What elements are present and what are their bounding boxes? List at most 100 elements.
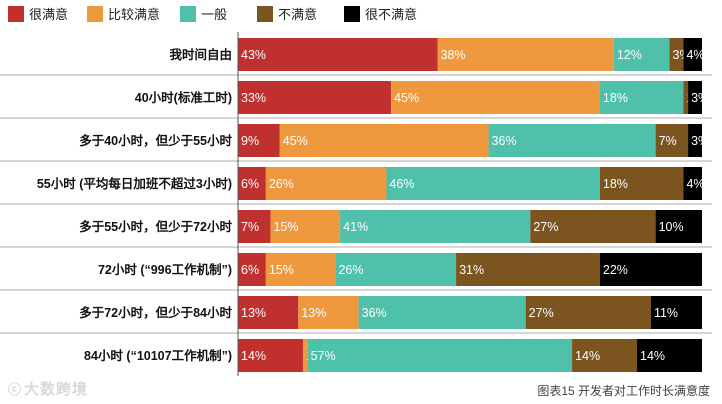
data-label: 10% [659,220,684,234]
legend-label: 不满意 [278,7,317,22]
bar-segment [669,38,684,71]
legend-swatch [87,6,103,22]
category-label: 40小时(标准工时) [135,90,232,105]
bar-segment [238,296,299,329]
legend-swatch [180,6,196,22]
bar-segment [279,124,489,157]
data-label: 27% [533,220,558,234]
category-label: 84小时 (“10107工作机制”) [84,348,232,363]
data-label: 12% [617,48,642,62]
bar-segment [655,124,689,157]
bar-segment [683,81,689,114]
bar-segment [298,296,359,329]
bar-segment [613,38,670,71]
data-label: 57% [311,349,336,363]
bar-segment [683,167,702,200]
legend-label: 很满意 [29,7,68,22]
bar-segment [386,167,600,200]
bar-segment [238,167,266,200]
bar-segment [683,38,702,71]
data-label: 7% [241,220,259,234]
data-label: 7% [659,134,677,148]
bar-segment [572,339,638,372]
bar-segment [437,38,614,71]
logo-text: 大数跨境 [24,381,89,398]
bar-segment [650,296,702,329]
bar-segment [525,296,651,329]
legend-swatch [344,6,360,22]
bar-segment [688,81,702,114]
bar-segment [265,167,387,200]
data-label: 4% [686,177,704,191]
data-label: 31% [459,263,484,277]
bar-segment [391,81,600,114]
data-label: 26% [338,263,363,277]
bar-segment [599,81,684,114]
data-label: 18% [603,91,628,105]
bar-segment [238,81,392,114]
category-label: 72小时 (“996工作机制”) [98,262,232,277]
bar-segment [335,253,457,286]
data-label: 14% [640,349,665,363]
data-label: 9% [241,134,259,148]
bar-segment [265,253,336,286]
bar-segment [637,339,702,372]
data-label: 13% [301,306,326,320]
data-label: 33% [241,91,266,105]
bar-segment [238,124,280,157]
data-label: 27% [529,306,554,320]
bar-segment [340,210,531,243]
data-label: 22% [603,263,628,277]
data-label: 6% [241,177,259,191]
data-label: 3% [691,91,709,105]
data-label: 43% [241,48,266,62]
data-label: 36% [362,306,387,320]
category-label: 我时间自由 [169,47,232,62]
bar-segment [238,253,266,286]
watermark-logo: ⓒ 大数跨境 [8,378,88,399]
data-label: 45% [394,91,419,105]
legend-label: 一般 [201,7,227,22]
bar-segment [238,339,303,372]
data-label: 38% [441,48,466,62]
legend-label: 很不满意 [365,7,417,22]
bar-segment [302,339,308,372]
data-label: 45% [283,134,308,148]
data-label: 15% [273,220,298,234]
figure-caption: 图表15 开发者对工作时长满意度 [537,384,710,398]
data-label: 41% [343,220,368,234]
data-label: 14% [575,349,600,363]
bar-segment [238,38,438,71]
logo-icon: ⓒ [8,382,23,397]
data-label: 18% [603,177,628,191]
bar-segment [530,210,656,243]
bar-segment [270,210,341,243]
bar-segment [688,124,702,157]
data-label: 6% [241,263,259,277]
bar-segment [655,210,702,243]
data-label: 13% [241,306,266,320]
category-label: 多于55小时，但少于72小时 [79,219,232,234]
data-label: 15% [269,263,294,277]
bar-segment [488,124,656,157]
legend: 很满意 比较满意 一般 不满意 很不满意 [8,6,417,22]
category-label: 多于40小时，但少于55小时 [79,133,232,148]
legend-swatch [8,6,24,22]
category-label: 55小时 (平均每日加班不超过3小时) [37,176,232,191]
data-label: 36% [492,134,517,148]
bar-segment [599,253,702,286]
data-label: 46% [389,177,414,191]
data-label: 11% [654,306,678,320]
bar-segment [456,253,600,286]
data-label: 3% [691,134,709,148]
legend-swatch [257,6,273,22]
data-label: 14% [241,349,266,363]
data-label: 4% [686,48,704,62]
bar-segment [358,296,526,329]
data-label: 26% [269,177,294,191]
bar-segment [599,167,684,200]
legend-label: 比较满意 [108,7,160,22]
bar-segment [307,339,573,372]
category-label: 多于72小时，但少于84小时 [79,305,232,320]
